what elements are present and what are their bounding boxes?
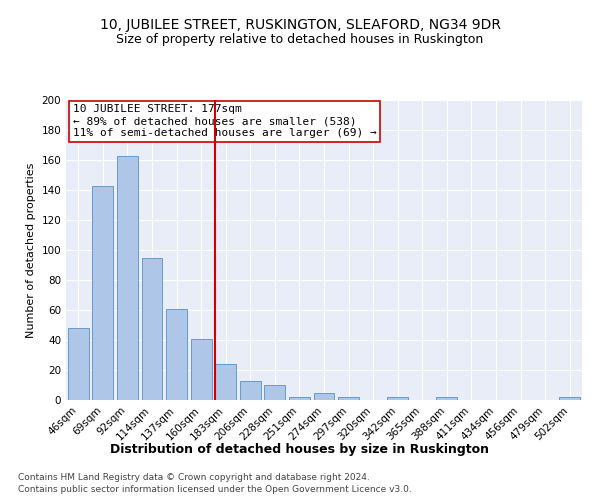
Bar xyxy=(68,328,89,400)
Y-axis label: Number of detached properties: Number of detached properties xyxy=(26,162,36,338)
Bar xyxy=(215,364,236,400)
Bar xyxy=(191,338,212,400)
Text: 10, JUBILEE STREET, RUSKINGTON, SLEAFORD, NG34 9DR: 10, JUBILEE STREET, RUSKINGTON, SLEAFORD… xyxy=(100,18,500,32)
Bar xyxy=(559,397,580,400)
Text: Contains HM Land Registry data © Crown copyright and database right 2024.: Contains HM Land Registry data © Crown c… xyxy=(18,472,370,482)
Bar xyxy=(240,380,261,400)
Bar xyxy=(338,397,359,400)
Text: Contains public sector information licensed under the Open Government Licence v3: Contains public sector information licen… xyxy=(18,485,412,494)
Bar xyxy=(436,397,457,400)
Bar xyxy=(314,392,334,400)
Bar xyxy=(92,186,113,400)
Bar xyxy=(142,258,163,400)
Text: Distribution of detached houses by size in Ruskington: Distribution of detached houses by size … xyxy=(110,442,490,456)
Bar xyxy=(289,397,310,400)
Bar xyxy=(265,385,286,400)
Bar xyxy=(387,397,408,400)
Text: Size of property relative to detached houses in Ruskington: Size of property relative to detached ho… xyxy=(116,32,484,46)
Bar xyxy=(117,156,138,400)
Bar xyxy=(166,308,187,400)
Text: 10 JUBILEE STREET: 177sqm
← 89% of detached houses are smaller (538)
11% of semi: 10 JUBILEE STREET: 177sqm ← 89% of detac… xyxy=(73,104,376,138)
